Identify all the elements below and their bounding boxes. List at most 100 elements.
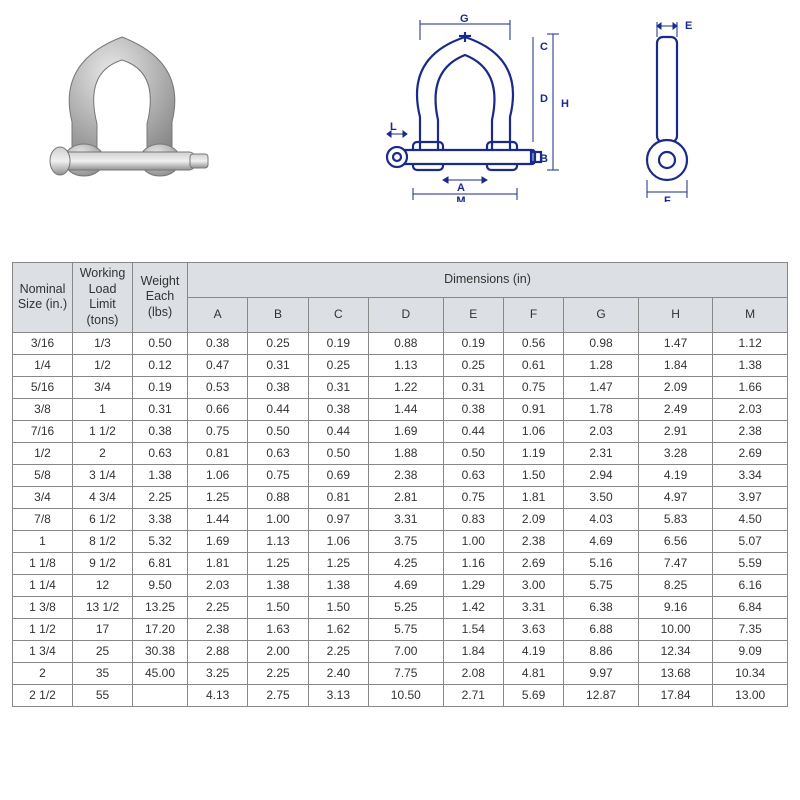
table-cell: 1.38: [248, 574, 308, 596]
table-cell: 30.38: [133, 640, 188, 662]
table-cell: 5.32: [133, 530, 188, 552]
table-cell: 0.81: [308, 486, 368, 508]
table-cell: 6.81: [133, 552, 188, 574]
table-cell: 1.63: [248, 618, 308, 640]
product-photo: [12, 12, 242, 212]
table-row: 23545.003.252.252.407.752.084.819.9713.6…: [13, 662, 788, 684]
table-cell: 2.03: [188, 574, 248, 596]
table-cell: 5/8: [13, 464, 73, 486]
table-cell: 0.31: [308, 376, 368, 398]
diagram-side-view: E F: [615, 12, 725, 202]
table-cell: 1.84: [638, 354, 713, 376]
table-cell: 0.25: [443, 354, 503, 376]
col-wll: Working Load Limit (tons): [73, 263, 133, 333]
table-cell: 6.88: [564, 618, 639, 640]
table-cell: 0.19: [308, 332, 368, 354]
table-cell: 2.71: [443, 684, 503, 706]
col-weight: Weight Each (lbs): [133, 263, 188, 333]
table-cell: 7.47: [638, 552, 713, 574]
table-cell: 0.47: [188, 354, 248, 376]
table-cell: 2.38: [713, 420, 788, 442]
dim-label-g: G: [460, 13, 469, 25]
table-cell: 13.00: [713, 684, 788, 706]
table-cell: 3/4: [73, 376, 133, 398]
table-row: 3/810.310.660.440.381.440.380.911.782.49…: [13, 398, 788, 420]
table-cell: 0.63: [443, 464, 503, 486]
table-header: Nominal Size (in.) Working Load Limit (t…: [13, 263, 788, 333]
table-cell: 4 3/4: [73, 486, 133, 508]
table-cell: 1.16: [443, 552, 503, 574]
table-cell: 4.81: [503, 662, 563, 684]
table-cell: 1.12: [713, 332, 788, 354]
table-cell: 9.50: [133, 574, 188, 596]
table-cell: 2.25: [308, 640, 368, 662]
table-cell: 1/2: [73, 354, 133, 376]
dim-label-a: A: [457, 182, 465, 194]
spec-table: Nominal Size (in.) Working Load Limit (t…: [12, 262, 788, 707]
table-cell: 1.00: [443, 530, 503, 552]
table-cell: 0.53: [188, 376, 248, 398]
table-cell: 1.50: [248, 596, 308, 618]
table-cell: 1.47: [638, 332, 713, 354]
table-cell: 2.09: [638, 376, 713, 398]
col-dim-m: M: [713, 298, 788, 332]
table-row: 7/86 1/23.381.441.000.973.310.832.094.03…: [13, 508, 788, 530]
table-cell: 4.19: [503, 640, 563, 662]
table-cell: 17.84: [638, 684, 713, 706]
table-cell: 0.38: [133, 420, 188, 442]
table-cell: 5.83: [638, 508, 713, 530]
table-cell: 0.38: [188, 332, 248, 354]
table-cell: 0.69: [308, 464, 368, 486]
table-cell: 0.63: [133, 442, 188, 464]
table-row: 1/220.630.810.630.501.880.501.192.313.28…: [13, 442, 788, 464]
table-cell: 2 1/2: [13, 684, 73, 706]
table-cell: 4.13: [188, 684, 248, 706]
table-cell: 9.16: [638, 596, 713, 618]
dim-label-d: D: [540, 93, 548, 105]
table-cell: 1.42: [443, 596, 503, 618]
table-cell: 2: [13, 662, 73, 684]
table-cell: 0.44: [443, 420, 503, 442]
diagram-front-view: G C D H B A M L: [335, 12, 595, 202]
table-cell: 13.68: [638, 662, 713, 684]
table-cell: 1.13: [369, 354, 444, 376]
table-cell: 2.25: [188, 596, 248, 618]
table-cell: 7/8: [13, 508, 73, 530]
table-cell: 5.25: [369, 596, 444, 618]
table-cell: 2.69: [503, 552, 563, 574]
table-cell: 0.19: [443, 332, 503, 354]
table-cell: 3 1/4: [73, 464, 133, 486]
dim-label-c: C: [540, 41, 548, 53]
table-cell: 3.50: [564, 486, 639, 508]
table-row: 3/161/30.500.380.250.190.880.190.560.981…: [13, 332, 788, 354]
table-cell: 9.09: [713, 640, 788, 662]
table-cell: 1.25: [248, 552, 308, 574]
table-cell: 2.75: [248, 684, 308, 706]
table-cell: 4.19: [638, 464, 713, 486]
table-cell: 0.38: [248, 376, 308, 398]
table-cell: 0.44: [248, 398, 308, 420]
table-cell: 3.13: [308, 684, 368, 706]
table-cell: 13.25: [133, 596, 188, 618]
table-cell: 1/3: [73, 332, 133, 354]
table-cell: 0.83: [443, 508, 503, 530]
col-dim-a: A: [188, 298, 248, 332]
table-cell: 1.25: [188, 486, 248, 508]
table-cell: 0.98: [564, 332, 639, 354]
table-row: 1 1/89 1/26.811.811.251.254.251.162.695.…: [13, 552, 788, 574]
table-cell: 3.38: [133, 508, 188, 530]
table-cell: 3.25: [188, 662, 248, 684]
technical-diagrams: G C D H B A M L: [272, 12, 788, 202]
table-cell: 2: [73, 442, 133, 464]
table-cell: 2.03: [564, 420, 639, 442]
table-cell: 0.31: [133, 398, 188, 420]
table-cell: 1 3/8: [13, 596, 73, 618]
table-cell: 2.38: [369, 464, 444, 486]
table-row: 1 3/813 1/213.252.251.501.505.251.423.31…: [13, 596, 788, 618]
table-cell: 2.88: [188, 640, 248, 662]
table-cell: 2.38: [503, 530, 563, 552]
table-cell: 4.03: [564, 508, 639, 530]
table-cell: 5.16: [564, 552, 639, 574]
table-cell: 0.66: [188, 398, 248, 420]
table-cell: 6.56: [638, 530, 713, 552]
